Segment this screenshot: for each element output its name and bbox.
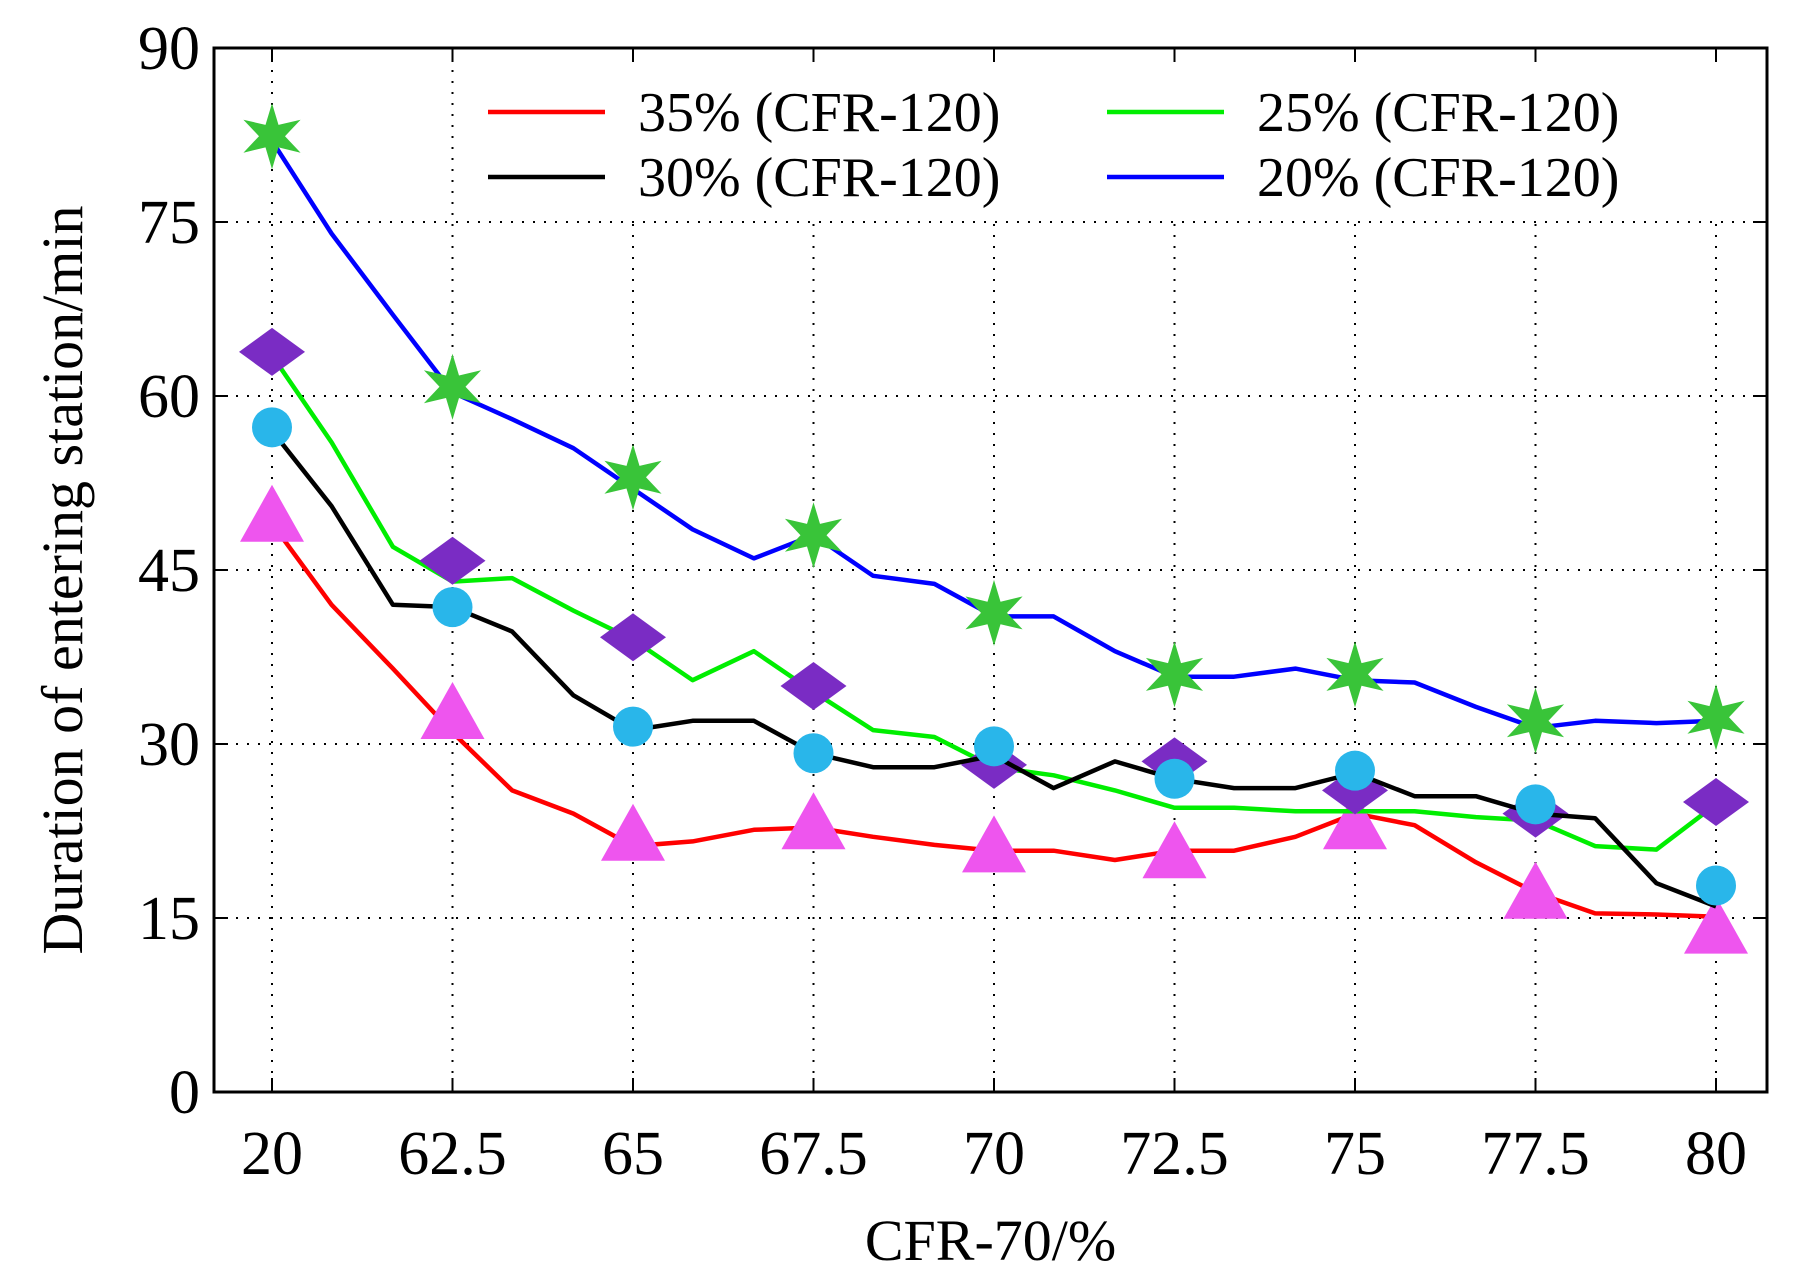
diamond-marker [600, 613, 666, 662]
star-marker [784, 502, 843, 569]
x-tick-label: 65 [602, 1120, 664, 1188]
y-axis-title: Duration of entering station/min [30, 205, 95, 954]
circle-marker [432, 587, 473, 628]
x-tick-label: 80 [1685, 1120, 1747, 1188]
circle-marker [613, 706, 653, 747]
diamond-marker [239, 327, 305, 376]
triangle-marker [601, 803, 665, 861]
diamond-marker [780, 662, 847, 710]
x-tick-label: 67.5 [759, 1120, 868, 1188]
legend-background [470, 70, 1720, 220]
legend-item: 25% (CFR-120) [1107, 82, 1619, 144]
triangle-marker [781, 792, 846, 850]
diamond-marker [1683, 778, 1749, 826]
legend-label: 20% (CFR-120) [1257, 147, 1619, 209]
x-tick-label: 70 [963, 1120, 1025, 1188]
axis-ticks: 0 15 30 45 60 75 90 20 62.5 65 67.5 70 72.5 75 77.5 80 [138, 15, 1767, 1188]
circle-marker [1335, 750, 1375, 791]
y-tick-label: 15 [138, 885, 200, 953]
y-tick-label: 75 [138, 189, 200, 257]
y-tick-label: 60 [138, 363, 200, 431]
circle-marker [252, 407, 292, 448]
y-tick-label: 0 [169, 1059, 200, 1127]
legend-item: 35% (CFR-120) [488, 82, 1000, 144]
star-marker [965, 579, 1023, 646]
series-2 [252, 407, 1736, 909]
triangle-marker [420, 682, 485, 739]
x-axis-title: CFR-70/% [865, 1208, 1116, 1273]
series-3 [243, 103, 1745, 754]
star-marker [1145, 641, 1204, 708]
diamond-marker [419, 536, 486, 585]
circle-marker [793, 733, 834, 774]
x-tick-label: 20 [241, 1120, 303, 1188]
legend-item: 20% (CFR-120) [1107, 147, 1619, 209]
star-marker [1506, 687, 1565, 754]
triangle-marker [962, 815, 1026, 873]
legend-item: 30% (CFR-120) [488, 147, 1000, 209]
circle-marker [974, 726, 1014, 767]
y-tick-label: 90 [138, 15, 200, 83]
x-tick-label: 77.5 [1481, 1120, 1590, 1188]
star-marker [1687, 684, 1745, 751]
legend: 35% (CFR-120) 25% (CFR-120) 30% (CFR-120) 2… [470, 70, 1720, 220]
legend-label: 25% (CFR-120) [1257, 82, 1619, 144]
circle-marker [1696, 865, 1736, 906]
triangle-marker [1503, 861, 1568, 919]
y-tick-label: 30 [138, 711, 200, 779]
x-tick-label: 75 [1324, 1120, 1386, 1188]
star-marker [243, 103, 301, 170]
triangle-marker [1684, 896, 1748, 954]
legend-label: 30% (CFR-120) [638, 147, 1000, 209]
x-tick-label: 62.5 [398, 1120, 507, 1188]
star-marker [423, 353, 482, 420]
triangle-marker [240, 484, 304, 542]
series-0 [240, 484, 1748, 954]
legend-label: 35% (CFR-120) [638, 82, 1000, 144]
x-tick-label: 72.5 [1120, 1120, 1229, 1188]
triangle-marker [1323, 792, 1387, 850]
circle-marker [1154, 758, 1195, 799]
triangle-marker [1142, 821, 1207, 879]
star-marker [604, 444, 662, 511]
circle-marker [1515, 784, 1556, 825]
y-tick-label: 45 [138, 537, 200, 605]
series-group [239, 103, 1749, 954]
star-marker [1326, 641, 1384, 708]
